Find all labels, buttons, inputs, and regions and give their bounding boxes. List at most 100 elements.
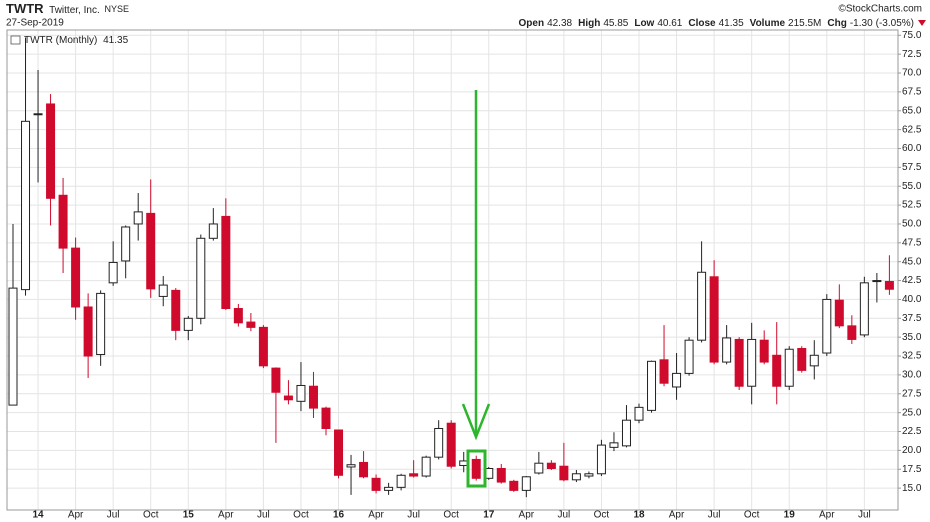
candle-body	[58, 194, 68, 249]
candle-body	[158, 284, 168, 297]
y-tick-label: 70.0	[902, 68, 922, 79]
y-tick-label: 45.0	[902, 256, 922, 267]
y-tick-label: 75.0	[902, 30, 922, 41]
candle-body	[421, 456, 431, 477]
candle-body	[308, 385, 318, 409]
x-tick-label: Oct	[443, 510, 459, 521]
candle-body	[784, 348, 794, 387]
candle-body	[509, 480, 519, 491]
y-tick-label: 32.5	[902, 351, 922, 362]
quote-label: Volume	[750, 18, 786, 29]
quote-label: Chg	[827, 18, 846, 29]
y-tick-label: 57.5	[902, 162, 922, 173]
y-tick-label: 52.5	[902, 200, 922, 211]
y-tick-label: 65.0	[902, 105, 922, 116]
candle-body	[709, 276, 719, 363]
candle-body	[371, 477, 381, 491]
candle-body	[734, 338, 744, 387]
x-tick-label: Apr	[519, 510, 535, 521]
quote-label: Close	[688, 18, 716, 29]
candle-body	[359, 461, 369, 478]
y-tick-label: 37.5	[902, 313, 922, 324]
x-tick-label: Apr	[218, 510, 234, 521]
x-tick-label: Oct	[594, 510, 610, 521]
candle-body	[722, 337, 732, 363]
y-tick-label: 42.5	[902, 275, 922, 286]
candle-body	[33, 113, 43, 116]
x-tick-label: 16	[333, 510, 345, 521]
candle-body	[233, 307, 243, 324]
x-tick-label: Jul	[407, 510, 420, 521]
y-tick-label: 30.0	[902, 370, 922, 381]
highlight-box	[466, 449, 487, 488]
quote-pct: (-3.05%)	[876, 18, 914, 29]
symbol: TWTR	[6, 1, 44, 16]
candle-body	[834, 299, 844, 327]
plot-area	[7, 30, 898, 510]
x-tick-label: Jul	[708, 510, 721, 521]
legend-icon	[10, 35, 21, 45]
candle-body	[609, 442, 619, 448]
candle-body	[183, 317, 193, 331]
x-tick-label: Oct	[143, 510, 159, 521]
candle-body	[434, 427, 444, 458]
candle-body	[822, 298, 832, 354]
candle-body	[208, 223, 218, 239]
candle-body	[621, 419, 631, 447]
candle-body	[83, 306, 93, 357]
x-tick-label: 15	[183, 510, 195, 521]
candle-body	[672, 372, 682, 388]
quote-value: 45.85	[603, 18, 628, 29]
change-arrow	[918, 20, 926, 26]
x-tick-label: Apr	[669, 510, 685, 521]
y-tick-label: 25.0	[902, 407, 922, 418]
candle-body	[872, 280, 882, 283]
candle-body	[133, 211, 143, 225]
y-tick-label: 62.5	[902, 124, 922, 135]
candle-body	[221, 215, 231, 309]
candle-body	[21, 120, 31, 291]
candle-body	[96, 292, 106, 356]
x-tick-label: 19	[784, 510, 796, 521]
candle-body	[647, 360, 657, 411]
company-name: Twitter, Inc.	[49, 5, 100, 16]
quote-label: Open	[519, 18, 545, 29]
candle-body	[559, 465, 569, 481]
candle-body	[596, 444, 606, 475]
candle-body	[8, 287, 18, 406]
candle-body	[534, 462, 544, 474]
candle-body	[346, 464, 356, 468]
candle-body	[271, 367, 281, 393]
legend: TWTR (Monthly) 41.35	[24, 35, 129, 46]
x-tick-label: 17	[483, 510, 495, 521]
candle-body	[697, 271, 707, 341]
annotation-arrow	[461, 90, 491, 488]
candle-body	[146, 212, 156, 290]
quote-label: Low	[634, 18, 654, 29]
quote-value: 42.38	[547, 18, 572, 29]
candle-body	[296, 384, 306, 402]
quote-line: Open 42.38 High 45.85 Low 40.61 Close 41.35 Volu…	[519, 18, 915, 29]
candle-body	[471, 458, 481, 479]
y-tick-label: 40.0	[902, 294, 922, 305]
chart-header: TWTR Twitter, Inc. NYSE	[6, 1, 129, 16]
y-tick-label: 72.5	[902, 49, 922, 60]
candle-body	[196, 237, 206, 319]
arrow-head	[461, 403, 491, 441]
candle-body	[258, 326, 268, 367]
candle-body	[121, 226, 131, 262]
x-tick-label: 18	[633, 510, 645, 521]
x-tick-label: Apr	[368, 510, 384, 521]
x-tick-label: Jul	[107, 510, 120, 521]
candle-body	[634, 406, 644, 421]
candle-body	[659, 359, 669, 384]
candle-body	[859, 282, 869, 336]
candle-body	[334, 429, 344, 476]
y-tick-label: 35.0	[902, 332, 922, 343]
y-tick-label: 67.5	[902, 87, 922, 98]
x-tick-label: Oct	[744, 510, 760, 521]
candle-body	[321, 407, 331, 429]
candle-body	[546, 462, 556, 469]
